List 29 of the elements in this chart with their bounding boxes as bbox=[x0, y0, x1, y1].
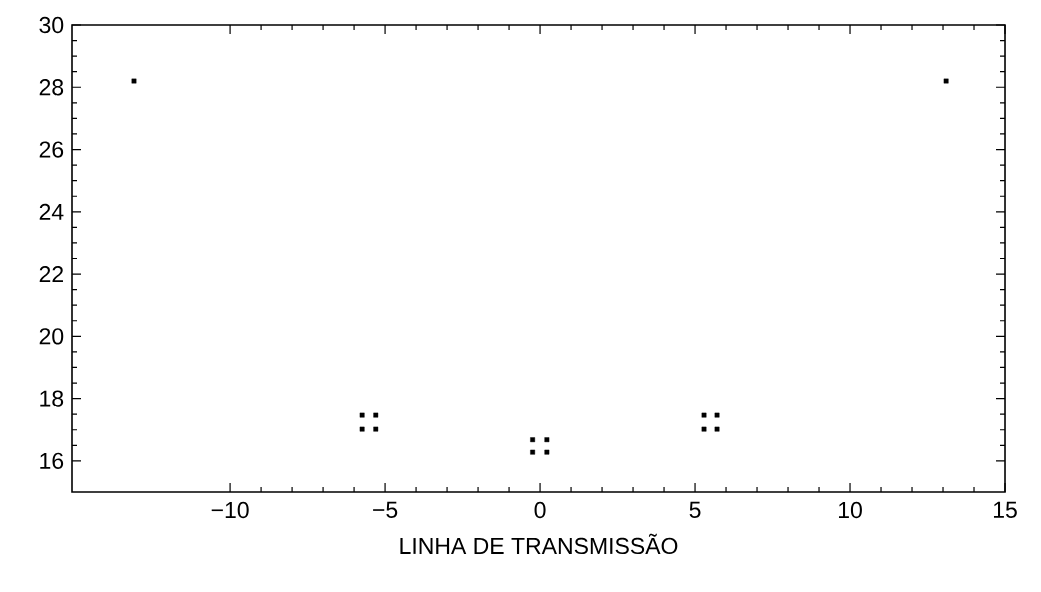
point bbox=[701, 426, 707, 432]
x-tick-label: 5 bbox=[689, 501, 701, 518]
y-tick-label: 16 bbox=[40, 452, 64, 470]
point bbox=[359, 426, 365, 432]
x-tick-label: 15 bbox=[993, 501, 1017, 518]
point bbox=[131, 78, 137, 84]
y-tick-label: 24 bbox=[39, 203, 64, 220]
point bbox=[359, 412, 365, 418]
y-tick-label: 20 bbox=[39, 328, 64, 345]
x-tick-label: 10 bbox=[838, 501, 862, 519]
x-tick-label: −10 bbox=[211, 501, 249, 519]
point bbox=[544, 437, 550, 443]
point bbox=[701, 412, 707, 418]
point bbox=[373, 426, 379, 432]
y-tick-label: 30 bbox=[39, 16, 64, 34]
x-axis-title: LINHA DE TRANSMISSÃO bbox=[400, 533, 678, 555]
y-tick-label: 28 bbox=[39, 79, 64, 96]
x-tick-label: −5 bbox=[373, 501, 398, 518]
x-tick-label: 0 bbox=[534, 501, 546, 519]
point bbox=[943, 78, 949, 84]
point bbox=[714, 412, 720, 418]
point bbox=[544, 449, 550, 455]
point bbox=[530, 449, 536, 455]
point bbox=[530, 437, 536, 443]
y-tick-label: 26 bbox=[39, 141, 64, 158]
y-tick-label: 18 bbox=[40, 390, 64, 407]
point bbox=[373, 412, 379, 418]
y-tick-label: 22 bbox=[39, 266, 63, 283]
point bbox=[714, 426, 720, 432]
